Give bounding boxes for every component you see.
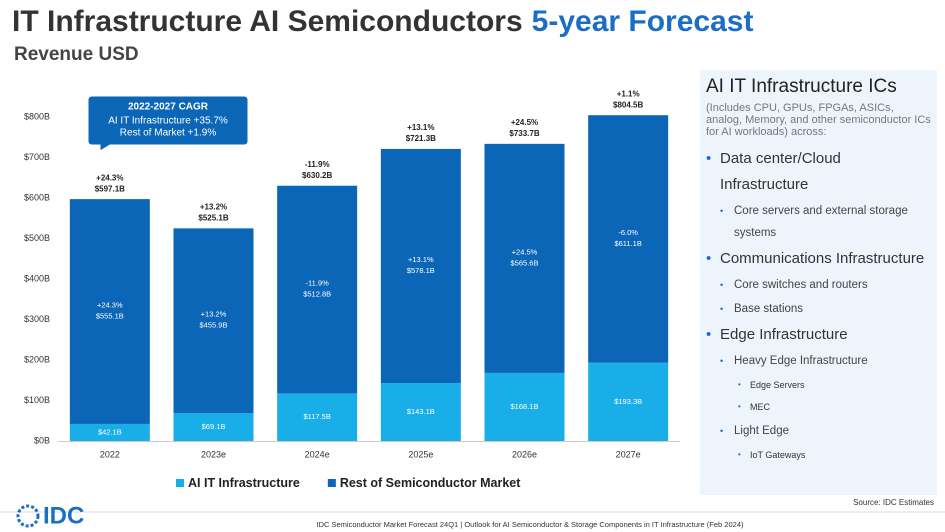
annotation-line: Rest of Market +1.9%	[120, 128, 217, 139]
legend-label: Rest of Semiconductor Market	[340, 476, 521, 490]
segment-value-label: $143.1B	[407, 407, 435, 416]
segment-value-label: $69.1B	[202, 422, 226, 431]
bar-segment	[380, 383, 461, 441]
segment-growth-label: +13.1%	[408, 255, 434, 264]
bar-segment	[484, 143, 565, 373]
x-tick-label: 2027e	[616, 449, 641, 459]
annotation-line: AI IT Infrastructure +35.7%	[108, 116, 228, 127]
legend-label: AI IT Infrastructure	[188, 476, 300, 490]
segment-value-label: $117.5B	[303, 412, 330, 421]
list-item: Light Edge	[706, 420, 931, 442]
legend-swatch	[327, 479, 336, 487]
total-label: $597.1B	[95, 184, 125, 193]
list-item: Edge Infrastructure	[706, 322, 931, 348]
bar-segment	[588, 362, 669, 441]
list-item: Base stations	[706, 298, 931, 320]
total-label: $804.5B	[613, 100, 643, 109]
y-tick-label: $700B	[24, 152, 50, 162]
y-tick-label: $400B	[24, 273, 50, 283]
x-tick-label: 2026e	[512, 449, 537, 459]
total-growth-label: +13.1%	[407, 123, 434, 132]
y-tick-label: $800B	[24, 111, 50, 121]
total-label: $733.7B	[509, 129, 539, 138]
segment-value-label: $512.8B	[303, 290, 331, 299]
total-growth-label: +1.1%	[617, 89, 640, 98]
list-item: Data center/Cloud Infrastructure	[706, 146, 931, 198]
x-tick-label: 2024e	[305, 449, 330, 459]
x-tick-label: 2022	[100, 449, 120, 459]
list-item: Communications Infrastructure	[706, 246, 931, 272]
logo: IDC	[16, 502, 84, 529]
total-growth-label: -11.9%	[305, 160, 330, 169]
x-tick-label: 2025e	[408, 449, 433, 459]
bar-segment	[69, 199, 150, 424]
y-tick-label: $200B	[24, 354, 50, 364]
footer: IDC Semiconductor Market Forecast 24Q1 |…	[316, 520, 744, 529]
bar-segment	[173, 413, 254, 441]
segment-value-label: $168.1B	[511, 402, 539, 411]
segment-value-label: $555.1B	[96, 312, 124, 321]
list-item: Core switches and routers	[706, 274, 931, 296]
y-tick-label: $600B	[24, 192, 50, 202]
list-item: Edge Servers	[706, 374, 931, 396]
total-growth-label: +13.2%	[200, 202, 227, 211]
title-highlight: 5-year Forecast	[532, 5, 754, 38]
total-label: $721.3B	[406, 134, 436, 143]
bar-segment	[484, 372, 565, 441]
bar-segment	[277, 185, 358, 394]
source: Source: IDC Estimates	[853, 498, 934, 507]
legend-swatch	[176, 479, 184, 487]
total-label: $525.1B	[198, 213, 228, 222]
side-panel: AI IT Infrastructure ICs (Includes CPU, …	[700, 70, 937, 495]
segment-value-label: $42.1B	[98, 427, 122, 436]
segment-value-label: $578.1B	[407, 266, 435, 275]
y-tick-label: $300B	[24, 314, 50, 324]
logo-text: IDC	[43, 502, 84, 529]
title: IT Infrastructure AI Semiconductors 5-yea…	[12, 5, 753, 38]
total-growth-label: +24.3%	[96, 173, 123, 182]
total-growth-label: +24.5%	[511, 118, 538, 127]
bar-segment	[69, 423, 150, 441]
y-tick-label: $0B	[34, 435, 50, 445]
subtitle: Revenue USD	[14, 44, 139, 65]
x-tick-label: 2023e	[201, 449, 226, 459]
list-item: IoT Gateways	[706, 444, 931, 466]
segment-growth-label: +24.5%	[512, 247, 538, 256]
panel-description: (Includes CPU, GPUs, FPGAs, ASICs, analo…	[706, 102, 931, 138]
list-item: Core servers and external storage system…	[706, 200, 931, 244]
segment-value-label: $611.1B	[614, 239, 641, 248]
segment-value-label: $193.3B	[614, 397, 642, 406]
bar-segment	[173, 228, 254, 414]
segment-growth-label: -11.9%	[306, 279, 330, 288]
y-tick-label: $100B	[24, 395, 50, 405]
segment-growth-label: -6.0%	[618, 228, 638, 237]
panel-title: AI IT Infrastructure ICs	[706, 76, 897, 97]
panel-list: Data center/Cloud InfrastructureCore ser…	[706, 146, 931, 466]
list-item: MEC	[706, 396, 931, 418]
title-main: IT Infrastructure AI Semiconductors	[12, 5, 523, 38]
segment-growth-label: +24.3%	[97, 301, 123, 310]
bar-segment	[277, 393, 358, 441]
segment-value-label: $455.9B	[200, 321, 228, 330]
bar-segment	[380, 148, 461, 384]
annotation-title: 2022-2027 CAGR	[128, 102, 209, 113]
bar-segment	[588, 115, 669, 363]
segment-growth-label: +13.2%	[201, 310, 227, 319]
segment-value-label: $565.6B	[511, 258, 539, 267]
y-tick-label: $500B	[24, 233, 50, 243]
total-label: $630.2B	[302, 171, 332, 180]
list-item: Heavy Edge Infrastructure	[706, 350, 931, 372]
logo-icon	[16, 504, 40, 528]
cagr-annotation: 2022-2027 CAGR AI IT Infrastructure +35.7…	[87, 95, 249, 152]
annotation-box	[87, 95, 249, 152]
